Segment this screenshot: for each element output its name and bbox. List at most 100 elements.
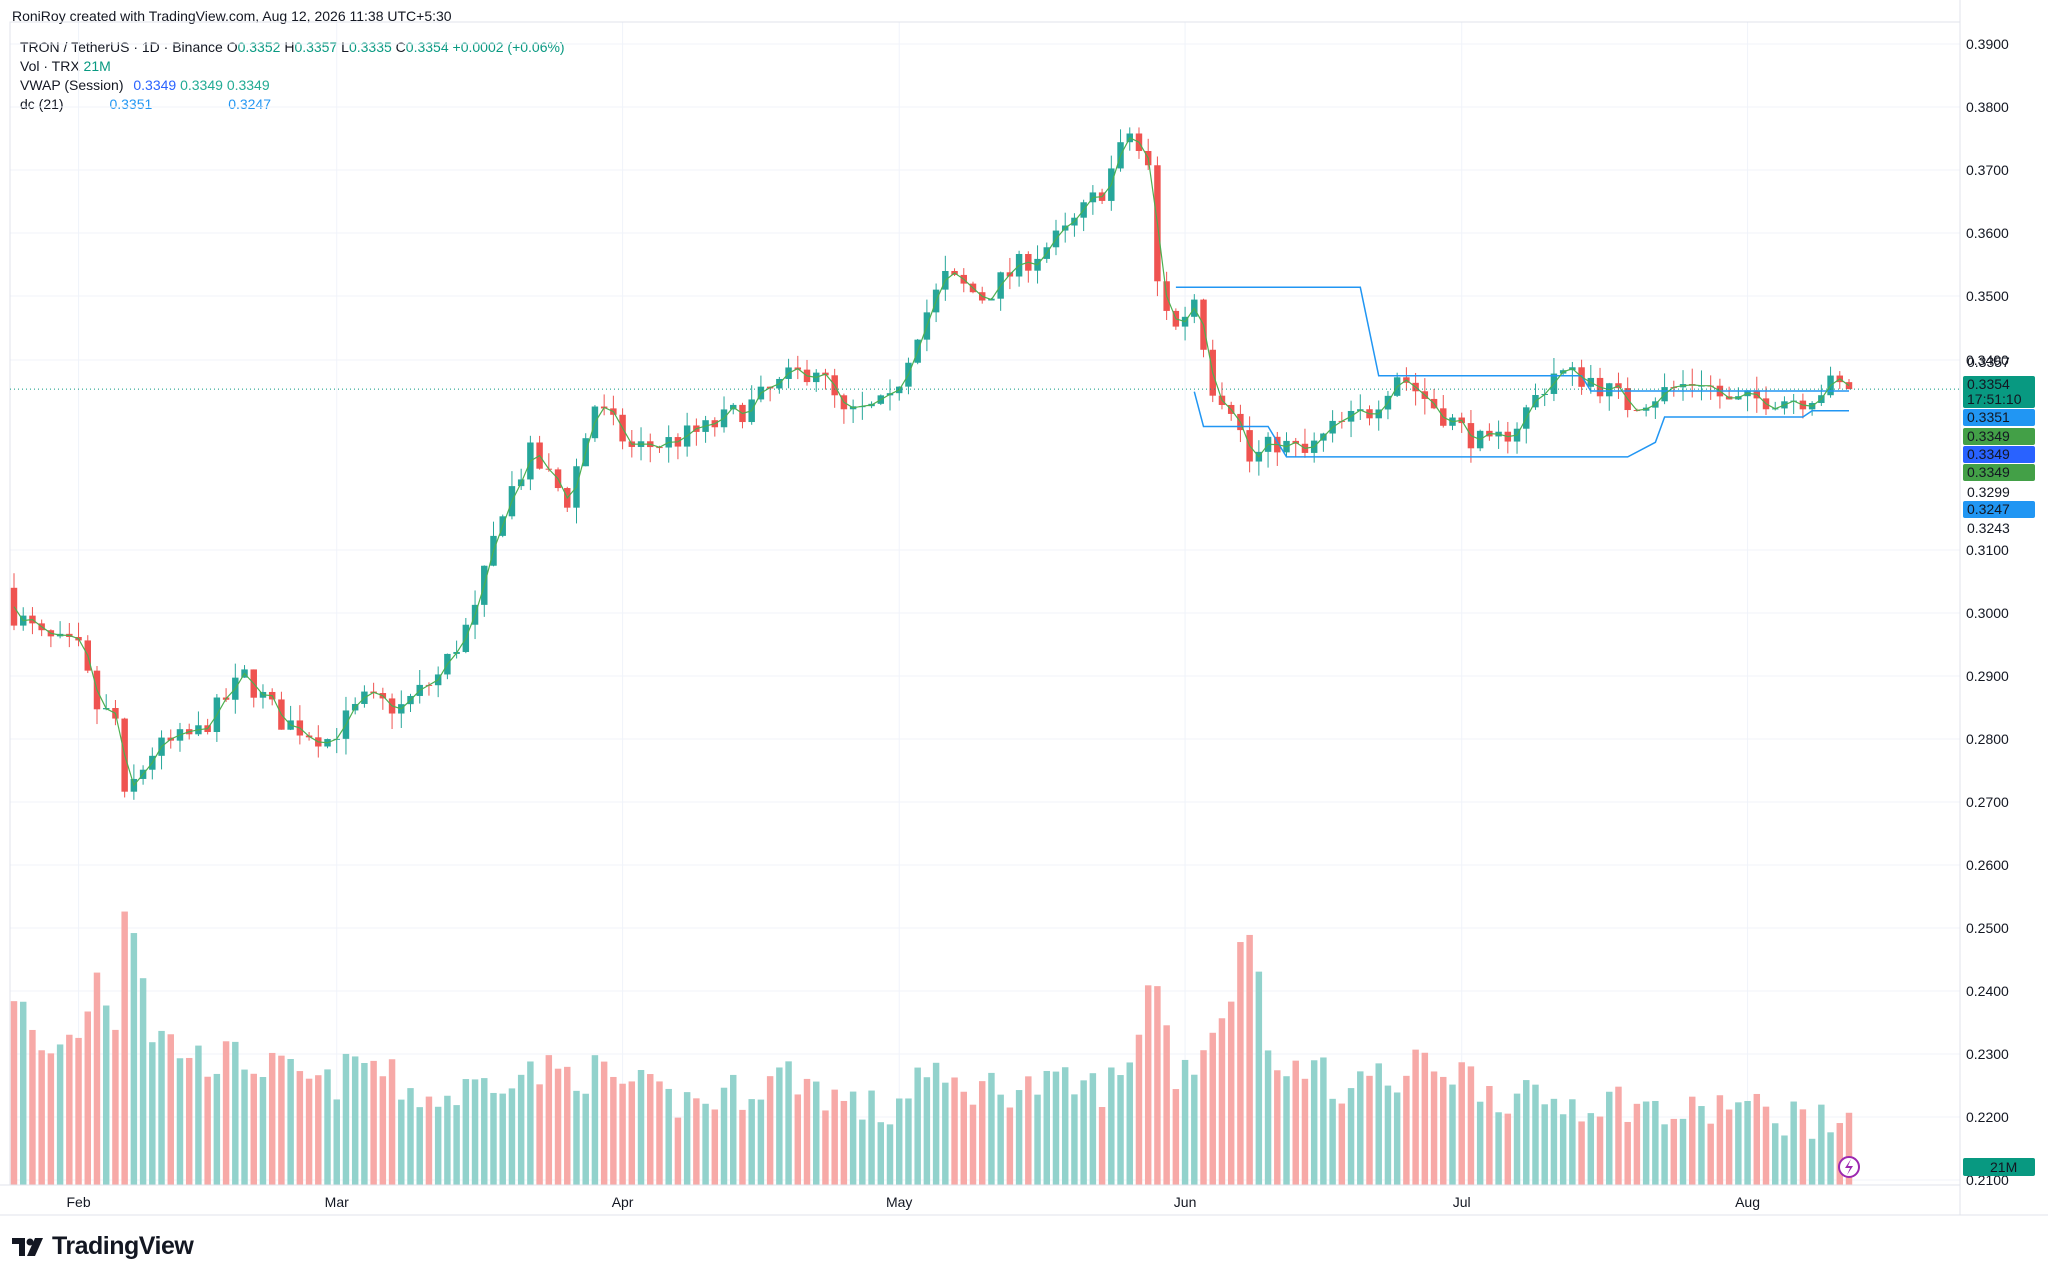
tradingview-logo-icon	[12, 1237, 43, 1256]
volume-bar	[1624, 1121, 1631, 1185]
price-tick-label: 0.2300	[1966, 1046, 2009, 1062]
price-tick-label: 0.2800	[1966, 731, 2009, 747]
price-tag-bg	[1963, 446, 2035, 463]
volume-bar	[1633, 1103, 1641, 1185]
close-value: 0.3354	[405, 39, 449, 55]
volume-bar	[259, 1077, 267, 1185]
time-axis[interactable]: Feb Mar Apr May Jun Jul Aug	[0, 1184, 2048, 1216]
volume-bar	[1679, 1118, 1687, 1185]
volume-bar	[434, 1106, 442, 1185]
volume-bar	[1209, 1032, 1216, 1185]
volume-bar	[84, 1011, 91, 1185]
volume-bar	[1504, 1113, 1512, 1185]
volume-bar	[1735, 1102, 1742, 1185]
price-tick-label: 0.3500	[1966, 288, 2009, 304]
volume-bar	[1338, 1103, 1346, 1185]
volume-bar	[600, 1061, 608, 1185]
volume-bar	[1237, 942, 1244, 1185]
volume-bars	[10, 911, 1853, 1185]
volume-bar	[481, 1078, 488, 1185]
volume-bar	[333, 1099, 340, 1185]
volume-bar	[859, 1119, 866, 1185]
volume-bar	[951, 1077, 958, 1185]
volume-bar	[1126, 1062, 1133, 1185]
volume-bar	[960, 1091, 968, 1185]
volume-bar	[1006, 1107, 1014, 1185]
volume-bar	[1144, 985, 1152, 1185]
vwap-lower-value: 0.3349	[226, 77, 270, 93]
volume-bar	[610, 1076, 617, 1185]
volume-bar	[1154, 986, 1161, 1185]
volume-bar	[185, 1057, 193, 1185]
volume-bar	[1393, 1092, 1401, 1185]
volume-bar	[1449, 1084, 1456, 1185]
volume-bar	[361, 1062, 368, 1185]
price-tag-label: 0.3351	[1967, 409, 2010, 425]
donchian-upper-line	[1175, 286, 1849, 392]
symbol-label[interactable]: TRON / TetherUS · 1D · Binance	[20, 39, 223, 55]
countdown-label: 17:51:10	[1967, 391, 2022, 407]
volume-bar	[776, 1067, 783, 1185]
volume-bar	[702, 1103, 709, 1185]
price-tag-label: 0.3299	[1967, 484, 2010, 500]
volume-bar	[1486, 1086, 1493, 1185]
replay-icon[interactable]	[1838, 1156, 1860, 1178]
volume-bar	[1117, 1075, 1124, 1185]
volume-bar	[1753, 1093, 1761, 1185]
volume-bar	[1421, 1052, 1429, 1185]
vwap-value: 0.3349	[133, 77, 177, 93]
volume-bar	[278, 1055, 285, 1185]
vwap-upper-value: 0.3349	[180, 77, 223, 93]
price-axis[interactable]: 0.3900 0.3800 0.3700 0.3600 0.3500 0.3400 0.31…	[1959, 0, 2035, 1215]
price-tick-label: 0.3700	[1966, 162, 2009, 178]
volume-bar	[139, 978, 147, 1185]
volume-bar	[739, 1109, 746, 1185]
volume-bar	[232, 1041, 239, 1185]
volume-bar	[241, 1069, 248, 1185]
volume-bar	[1523, 1080, 1530, 1185]
volume-bar	[1191, 1074, 1198, 1185]
volume-bar	[822, 1110, 829, 1185]
tradingview-logo[interactable]: TradingView	[12, 1232, 194, 1261]
price-tick-label: 0.3600	[1966, 225, 2009, 241]
volume-bar	[1218, 1018, 1226, 1185]
volume-bar	[1652, 1100, 1659, 1185]
volume-bar	[1403, 1075, 1410, 1185]
legend-dc-row[interactable]: dc (21) 0.3351 0.3247	[20, 95, 565, 114]
volume-bar	[29, 1029, 36, 1185]
volume-bar	[1366, 1075, 1373, 1185]
volume-bar	[268, 1052, 276, 1185]
volume-bar	[693, 1098, 700, 1185]
volume-bar	[10, 1001, 18, 1185]
volume-bar	[1569, 1099, 1576, 1185]
volume-bar	[38, 1050, 45, 1185]
volume-bar	[379, 1076, 387, 1185]
dc-lower-value: 0.3247	[228, 96, 272, 112]
price-tick-label: 0.3900	[1966, 36, 2009, 52]
volume-bar	[886, 1124, 894, 1185]
volume-bar	[849, 1091, 857, 1185]
volume-bar	[628, 1081, 636, 1185]
volume-bar	[1781, 1135, 1788, 1185]
price-tick-label: 0.2500	[1966, 920, 2009, 936]
volume-bar	[803, 1078, 811, 1185]
legend-vwap-row[interactable]: VWAP (Session) 0.3349 0.3349 0.3349	[20, 76, 565, 95]
chart-grid	[9, 21, 1961, 1186]
volume-bar	[1098, 1107, 1106, 1185]
volume-bar	[425, 1096, 433, 1185]
price-tag-label: 0.3247	[1967, 501, 2010, 517]
legend-volume-row[interactable]: Vol · TRX 21M	[20, 57, 565, 76]
volume-bar	[1181, 1059, 1189, 1185]
time-tick-label: May	[886, 1194, 912, 1210]
volume-bar	[204, 1076, 211, 1185]
volume-bar	[342, 1053, 350, 1185]
time-tick-label: Feb	[66, 1194, 90, 1210]
legend: TRON / TetherUS · 1D · Binance O0.3352 H…	[20, 38, 565, 114]
volume-bar	[407, 1088, 414, 1185]
volume-bar	[130, 933, 138, 1185]
volume-bar	[1818, 1104, 1825, 1185]
volume-bar	[1513, 1093, 1521, 1185]
volume-bar	[1412, 1049, 1419, 1185]
volume-bar	[1034, 1094, 1041, 1185]
